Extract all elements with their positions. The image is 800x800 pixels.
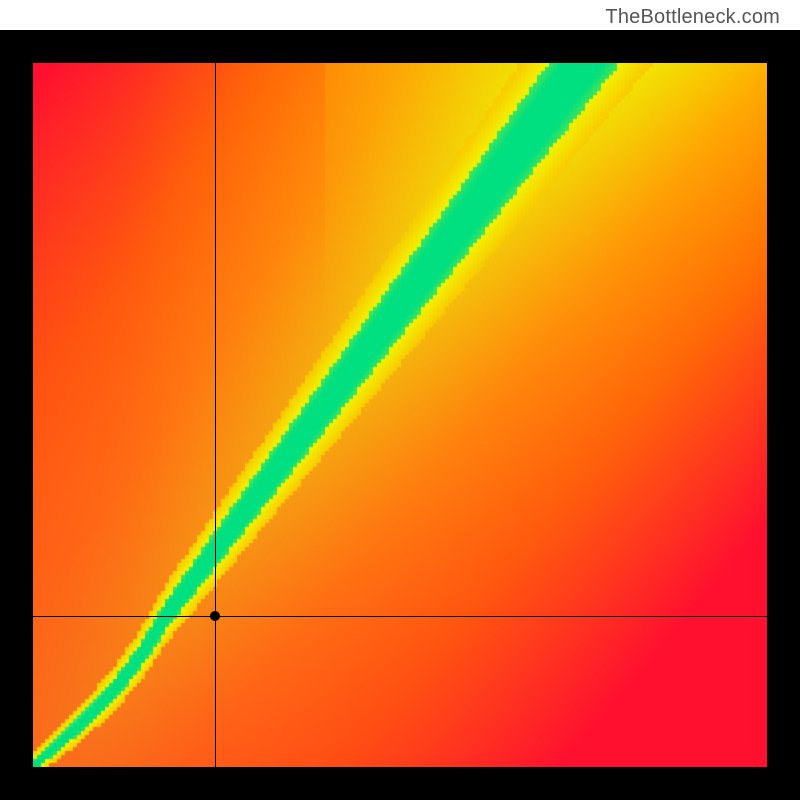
watermark-text: TheBottleneck.com xyxy=(605,6,780,29)
chart-frame xyxy=(0,30,800,800)
crosshair-marker xyxy=(210,611,220,621)
heatmap-plot-area xyxy=(33,63,767,767)
heatmap-canvas xyxy=(33,63,767,767)
root-container: TheBottleneck.com xyxy=(0,0,800,800)
crosshair-horizontal xyxy=(33,616,767,617)
crosshair-vertical xyxy=(215,63,216,767)
